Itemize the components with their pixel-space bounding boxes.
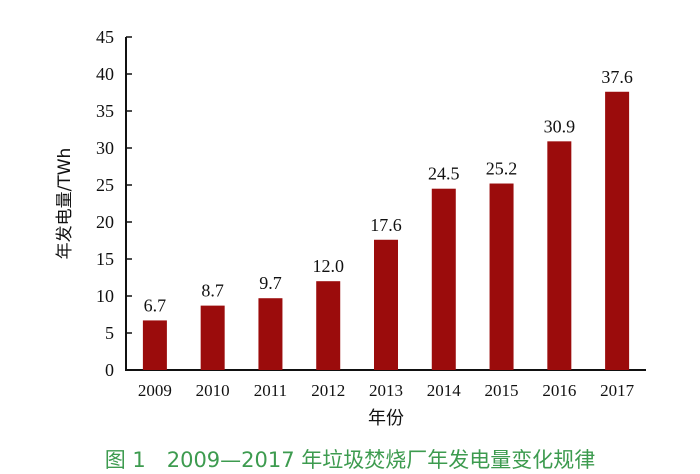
data-label: 24.5 bbox=[428, 164, 460, 184]
figure-caption: 图 1 2009—2017 年垃圾焚烧厂年发电量变化规律 bbox=[104, 448, 596, 472]
bar-2013 bbox=[374, 239, 398, 370]
y-tick-label: 30 bbox=[96, 138, 114, 158]
y-tick-label: 10 bbox=[96, 286, 114, 306]
bar-2010 bbox=[200, 305, 225, 370]
x-tick-label: 2009 bbox=[138, 381, 172, 400]
y-tick-label: 35 bbox=[96, 101, 114, 121]
x-tick-label: 2015 bbox=[485, 381, 519, 400]
data-label: 37.6 bbox=[601, 67, 633, 87]
x-tick-label: 2012 bbox=[311, 381, 345, 400]
x-tick-label: 2017 bbox=[600, 381, 635, 400]
data-label: 25.2 bbox=[486, 159, 518, 179]
data-label: 9.7 bbox=[259, 273, 282, 293]
bar-2009 bbox=[142, 320, 167, 370]
y-tick-label: 40 bbox=[96, 64, 114, 84]
x-tick-label: 2016 bbox=[542, 381, 576, 400]
y-tick-label: 0 bbox=[105, 360, 114, 380]
x-tick-label: 2010 bbox=[196, 381, 230, 400]
data-label: 30.9 bbox=[544, 116, 576, 136]
y-tick-label: 25 bbox=[96, 175, 114, 195]
data-label: 12.0 bbox=[312, 256, 344, 276]
bar-2011 bbox=[258, 298, 283, 370]
data-label: 6.7 bbox=[144, 295, 167, 315]
x-axis-label: 年份 bbox=[368, 408, 404, 429]
bar-2014 bbox=[431, 188, 456, 370]
bar-2012 bbox=[316, 281, 341, 370]
data-label: 8.7 bbox=[201, 281, 224, 301]
bar-2015 bbox=[489, 183, 514, 370]
y-tick-label: 15 bbox=[96, 249, 114, 269]
y-tick-label: 20 bbox=[96, 212, 114, 232]
bar-2016 bbox=[547, 141, 572, 370]
bar-chart: 0 5 10 15 20 25 30 35 40 45 6.7 2009 8.7 2010 9.7 2011 1… bbox=[55, 27, 646, 429]
data-label: 17.6 bbox=[370, 215, 402, 235]
x-tick-label: 2013 bbox=[369, 381, 403, 400]
y-axis-label: 年发电量/TWh bbox=[55, 148, 75, 260]
x-tick-label: 2014 bbox=[427, 381, 462, 400]
y-tick-label: 45 bbox=[96, 27, 114, 47]
x-tick-label: 2011 bbox=[254, 381, 287, 400]
y-tick-label: 5 bbox=[105, 323, 114, 343]
bar-2017 bbox=[605, 91, 630, 370]
